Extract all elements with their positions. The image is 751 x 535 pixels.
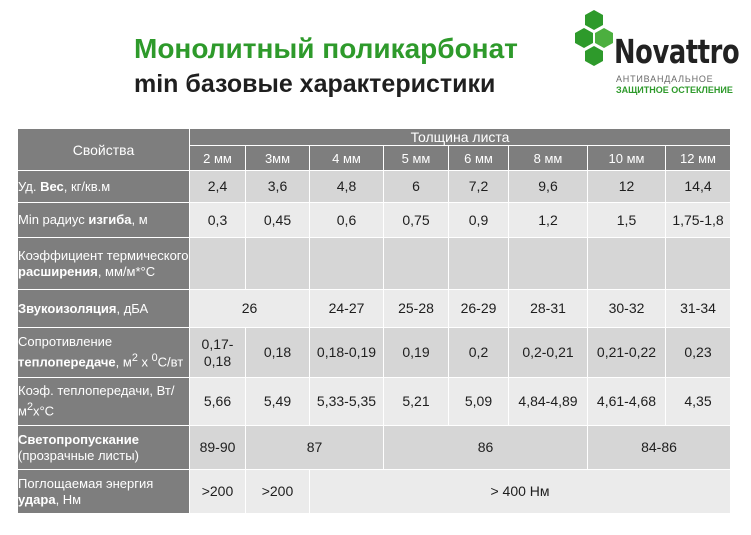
table-cell: 9,6 — [508, 170, 588, 203]
table-cell: 0,2 — [448, 327, 509, 378]
table-cell — [664, 237, 732, 290]
table-cell: 14,4 — [664, 170, 732, 203]
table-cell: 30-32 — [587, 289, 666, 328]
table-row-light: Светопропускание (прозрачные листы) 89-90… — [17, 425, 732, 470]
table-cell: >200 — [189, 469, 246, 514]
table-row-bend: Min радиус изгиба, м 0,3 0,45 0,6 0,75 0… — [17, 202, 732, 238]
table-cell: 0,21-0,22 — [587, 327, 666, 378]
table-cell — [508, 237, 588, 290]
table-row-sound: Звукоизоляция, дБА 26 24-27 25-28 26-29 … — [17, 289, 732, 328]
table-cell: 0,18-0,19 — [309, 327, 384, 378]
table-cell: 5,49 — [245, 377, 310, 426]
table-cell — [587, 237, 666, 290]
table-cell — [309, 237, 384, 290]
table-cell: > 400 Нм — [308, 469, 732, 514]
table-cell: 1,5 — [587, 202, 666, 238]
thickness-col-header: 2 мм — [189, 145, 246, 171]
table-cell: 26-29 — [448, 289, 509, 328]
table-cell — [448, 237, 509, 290]
table-cell: 0,23 — [664, 327, 732, 378]
table-cell: 4,84-4,89 — [508, 377, 588, 426]
table-cell: 24-27 — [309, 289, 384, 328]
table-row-expansion: Коэффициент термического расширения, мм/… — [17, 237, 732, 290]
thickness-col-header: 4 мм — [309, 145, 384, 171]
table-cell: 26 — [189, 289, 310, 328]
row-label-bend: Min радиус изгиба, м — [17, 202, 190, 238]
logo-name: Novattro — [614, 32, 740, 71]
table-cell: 0,9 — [448, 202, 509, 238]
thickness-col-header: 5 мм — [383, 145, 449, 171]
table-cell: 5,33-5,35 — [309, 377, 384, 426]
table-row-weight: Уд. Вес, кг/кв.м 2,4 3,6 4,8 6 7,2 9,6 1… — [17, 170, 732, 203]
table-cell: 12 — [587, 170, 666, 203]
table-cell: 0,17-0,18 — [189, 327, 246, 378]
table-cell — [383, 237, 449, 290]
hexagon-logo-icon — [575, 10, 613, 66]
row-label-heat-coef: Коэф. теплопередачи, Вт/м2х°С — [17, 377, 190, 426]
table-cell: 31-34 — [664, 289, 732, 328]
table-cell: 5,66 — [189, 377, 246, 426]
table-cell: 4,35 — [664, 377, 732, 426]
table-cell: 0,3 — [189, 202, 246, 238]
thickness-col-header: 12 мм — [664, 145, 732, 171]
table-cell: 28-31 — [508, 289, 588, 328]
table-cell: 0,19 — [383, 327, 449, 378]
table-cell: 7,2 — [448, 170, 509, 203]
table-cell: 5,09 — [448, 377, 509, 426]
table-cell: 6 — [383, 170, 449, 203]
table-cell: 86 — [383, 425, 588, 470]
table-cell: 0,6 — [309, 202, 384, 238]
table-cell: 89-90 — [189, 425, 246, 470]
table-cell: 0,18 — [245, 327, 310, 378]
table-cell: 25-28 — [383, 289, 449, 328]
table-cell: 0,2-0,21 — [508, 327, 588, 378]
thickness-col-header: 10 мм — [587, 145, 666, 171]
page-title: Монолитный поликарбонат — [134, 33, 518, 64]
brand-logo: Novattro АНТИВАНДАЛЬНОЕ ЗАЩИТНОЕ ОСТЕКЛЕ… — [574, 8, 744, 98]
logo-subtitle: АНТИВАНДАЛЬНОЕ — [616, 74, 714, 84]
thickness-header: Толщина листа — [188, 128, 732, 146]
row-label-impact: Поглощаемая энергия удара, Нм — [17, 469, 190, 514]
thickness-col-header: 3мм — [245, 145, 310, 171]
table-cell: 87 — [245, 425, 384, 470]
table-cell: 3,6 — [245, 170, 310, 203]
row-label-light: Светопропускание (прозрачные листы) — [17, 425, 190, 470]
table-cell: 4,61-4,68 — [587, 377, 666, 426]
table-row-heat-coef: Коэф. теплопередачи, Вт/м2х°С 5,66 5,49 … — [17, 377, 732, 426]
row-label-expansion: Коэффициент термического расширения, мм/… — [17, 237, 190, 290]
row-label-weight: Уд. Вес, кг/кв.м — [17, 170, 190, 203]
table-cell: 0,45 — [245, 202, 310, 238]
row-label-heat-resist: Сопротивление теплопередаче, м2 х 0С/вт — [17, 327, 190, 378]
table-row-heat-resist: Сопротивление теплопередаче, м2 х 0С/вт … — [17, 327, 732, 378]
table-cell: 1,2 — [508, 202, 588, 238]
table-cell: 2,4 — [189, 170, 246, 203]
row-label-sound: Звукоизоляция, дБА — [17, 289, 190, 328]
properties-header: Свойства — [17, 128, 190, 171]
table-cell: 0,75 — [383, 202, 449, 238]
thickness-col-header: 6 мм — [448, 145, 509, 171]
table-cell: 84-86 — [586, 425, 732, 470]
table-cell: >200 — [245, 469, 310, 514]
logo-tagline: ЗАЩИТНОЕ ОСТЕКЛЕНИЕ — [616, 85, 733, 95]
thickness-col-header: 8 мм — [508, 145, 588, 171]
table-cell: 5,21 — [383, 377, 449, 426]
table-cell: 1,75-1,8 — [664, 202, 732, 238]
table-cell: 4,8 — [309, 170, 384, 203]
table-row-impact: Поглощаемая энергия удара, Нм >200 >200 … — [17, 469, 732, 514]
page-subtitle: min базовые характеристики — [134, 70, 496, 98]
table-cell — [245, 237, 310, 290]
table-cell — [189, 237, 246, 290]
spec-table: Свойства Толщина листа 2 мм 3мм 4 мм 5 м… — [17, 128, 732, 514]
